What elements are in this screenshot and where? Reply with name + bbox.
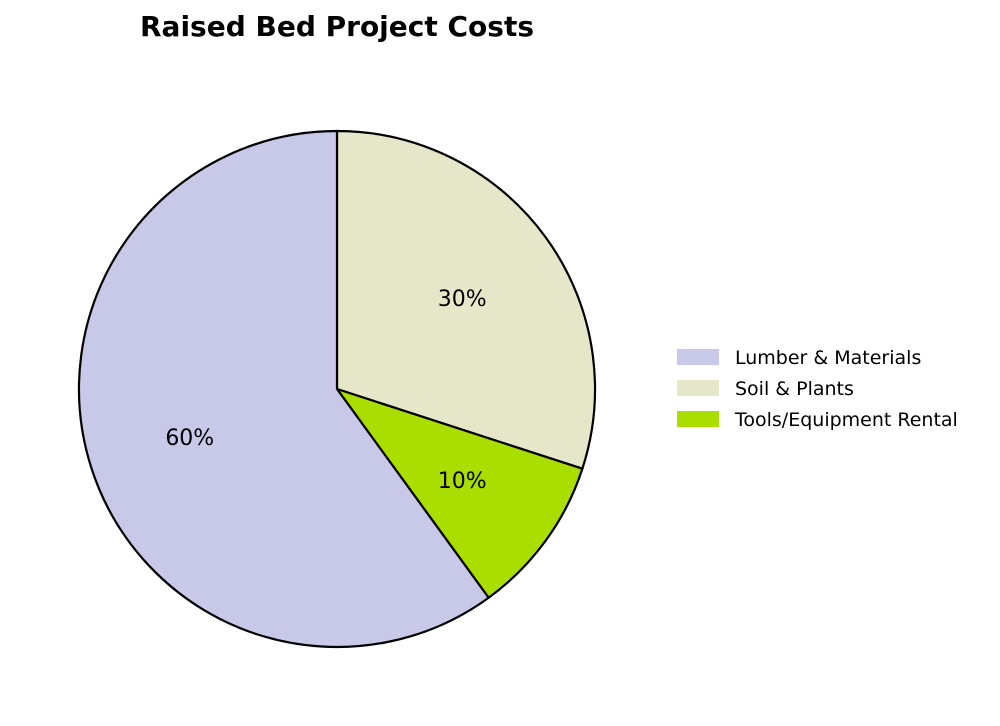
pie-slice-soil-plants [335, 129, 597, 470]
pie-slice-lumber-materials [77, 129, 490, 649]
legend-item-lumber-materials: Lumber & Materials [677, 347, 921, 369]
chart-title: Raised Bed Project Costs [140, 10, 534, 43]
slice-label-lumber-materials: 60% [165, 426, 214, 451]
legend-swatch-soil-plants [677, 380, 719, 396]
pie-slice-tools-equipment-rental [335, 387, 584, 599]
slice-labels: 30% 10% 60% [165, 287, 486, 494]
slice-label-soil-plants: 30% [438, 287, 487, 312]
pie-slices [77, 129, 597, 649]
legend: Lumber & Materials Soil & Plants Tools/Equ… [677, 347, 958, 431]
legend-item-soil-plants: Soil & Plants [677, 378, 854, 400]
slice-label-tools-equipment-rental: 10% [438, 469, 487, 494]
legend-label-soil-plants: Soil & Plants [735, 378, 854, 400]
legend-label-lumber-materials: Lumber & Materials [735, 347, 921, 369]
legend-item-tools-equipment-rental: Tools/Equipment Rental [677, 409, 958, 431]
legend-label-tools-equipment-rental: Tools/Equipment Rental [734, 409, 958, 431]
legend-swatch-lumber-materials [677, 349, 719, 365]
legend-swatch-tools-equipment-rental [677, 411, 719, 427]
